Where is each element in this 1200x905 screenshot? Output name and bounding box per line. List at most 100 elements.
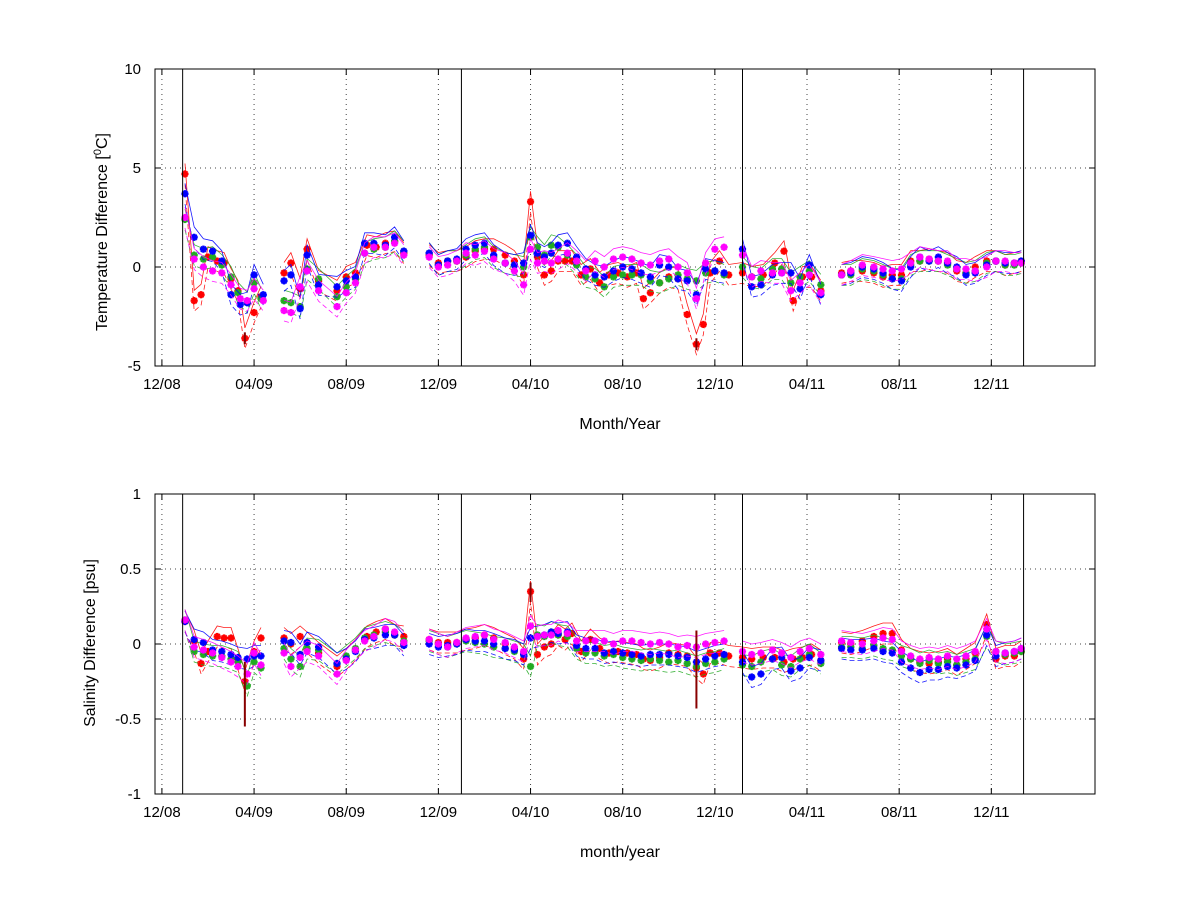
- temperature-point-blue: [757, 281, 765, 289]
- salinity-point-magenta: [983, 625, 991, 633]
- temperature-point-magenta: [526, 245, 535, 253]
- salinity-point-magenta: [778, 649, 786, 657]
- temperature-x-tick-label: 12/10: [696, 376, 734, 393]
- temperature-x-tick-label: 12/09: [420, 376, 458, 393]
- temperature-point-magenta: [434, 263, 442, 271]
- temperature-point-red: [197, 291, 205, 299]
- salinity-point-blue: [501, 644, 509, 653]
- salinity-point-blue: [655, 650, 664, 659]
- salinity-series-magenta: [181, 609, 1025, 686]
- salinity-point-blue: [637, 652, 645, 660]
- salinity-point-magenta: [391, 628, 399, 636]
- salinity-point-green: [665, 658, 673, 666]
- salinity-grid: [155, 493, 1095, 795]
- temperature-point-green: [665, 275, 673, 283]
- temperature-point-green: [787, 279, 795, 287]
- salinity-point-blue: [619, 649, 627, 657]
- salinity-point-magenta: [702, 640, 710, 648]
- salinity-point-green: [757, 658, 765, 666]
- temperature-point-magenta: [501, 259, 509, 267]
- salinity-x-tick-label: 04/10: [512, 804, 550, 821]
- temperature-point-magenta: [847, 267, 855, 275]
- salinity-point-magenta: [870, 637, 878, 645]
- temperature-y-axis-label: Temperature Difference [0C]: [92, 133, 111, 331]
- temperature-point-green: [817, 281, 825, 289]
- salinity-y-tick-label: 0.5: [120, 561, 141, 578]
- salinity-point-magenta: [296, 653, 304, 662]
- temperature-point-magenta: [533, 259, 542, 267]
- salinity-point-magenta: [805, 644, 813, 653]
- temperature-point-red: [715, 257, 724, 265]
- salinity-point-blue: [303, 638, 311, 647]
- salinity-point-red: [568, 629, 576, 638]
- salinity-point-blue: [870, 644, 878, 653]
- temperature-point-magenta: [757, 267, 765, 275]
- temperature-point-magenta: [720, 243, 728, 251]
- salinity-point-magenta: [768, 646, 777, 654]
- salinity-point-magenta: [897, 647, 906, 656]
- salinity-point-magenta: [190, 643, 198, 651]
- temperature-point-magenta: [897, 265, 906, 273]
- salinity-point-blue: [858, 646, 866, 654]
- salinity-x-tick-label: 04/09: [235, 804, 273, 821]
- salinity-y-tick-label: 0: [133, 636, 141, 653]
- temperature-point-green: [655, 279, 664, 287]
- temperature-series-magenta: [181, 207, 1025, 324]
- temperature-point-green: [520, 263, 528, 271]
- salinity-point-blue: [847, 646, 855, 654]
- salinity-point-red: [213, 632, 221, 641]
- salinity-point-magenta: [218, 653, 226, 662]
- temperature-point-magenta: [540, 257, 548, 265]
- temperature-point-red: [699, 320, 707, 329]
- salinity-point-magenta: [609, 640, 618, 648]
- salinity-point-magenta: [510, 643, 519, 651]
- salinity-point-magenta: [199, 646, 207, 654]
- salinity-point-blue: [796, 664, 804, 672]
- salinity-point-blue: [674, 652, 682, 660]
- salinity-point-blue: [609, 647, 618, 656]
- temperature-axes-box: [154, 68, 1096, 367]
- temperature-point-magenta: [370, 243, 378, 251]
- salinity-point-magenta: [665, 640, 673, 648]
- temperature-point-magenta: [480, 247, 489, 255]
- salinity-point-blue: [907, 664, 915, 672]
- temperature-point-magenta: [381, 243, 389, 251]
- salinity-point-blue: [983, 631, 991, 639]
- salinity-point-green: [296, 662, 304, 671]
- salinity-point-magenta: [287, 662, 295, 671]
- salinity-point-magenta: [837, 637, 846, 645]
- salinity-point-magenta: [787, 653, 795, 662]
- salinity-point-magenta: [953, 655, 961, 663]
- temperature-point-blue: [646, 273, 654, 281]
- salinity-point-blue: [190, 635, 198, 644]
- temperature-point-red: [683, 310, 691, 319]
- salinity-point-blue: [748, 673, 756, 681]
- salinity-point-magenta: [425, 635, 433, 644]
- temperature-x-tick-label: 08/10: [604, 376, 642, 393]
- salinity-point-blue: [234, 653, 242, 662]
- temperature-point-blue: [259, 291, 267, 299]
- temperature-point-magenta: [591, 257, 599, 265]
- temperature-point-magenta: [547, 259, 555, 267]
- salinity-point-blue: [287, 638, 295, 647]
- temperature-point-magenta: [208, 267, 217, 275]
- temperature-envelope-red: [184, 163, 1022, 336]
- temperature-x-tick-label: 04/09: [235, 376, 273, 393]
- salinity-point-red: [699, 670, 707, 678]
- salinity-point-magenta: [400, 638, 408, 647]
- temperature-y-tick-label: 0: [133, 259, 141, 276]
- temperature-y-tick-label: 5: [133, 160, 141, 177]
- salinity-point-blue: [925, 665, 933, 674]
- salinity-point-magenta: [646, 640, 654, 648]
- salinity-x-axis-label: month/year: [580, 844, 661, 861]
- temperature-point-magenta: [453, 257, 461, 265]
- temperature-point-blue: [720, 269, 728, 277]
- temperature-point-magenta: [748, 273, 756, 281]
- salinity-point-magenta: [683, 641, 691, 650]
- salinity-point-magenta: [943, 652, 952, 660]
- temperature-point-red: [526, 198, 535, 206]
- temperature-point-magenta: [837, 271, 846, 279]
- salinity-point-magenta: [1010, 647, 1018, 656]
- temperature-point-magenta: [190, 255, 198, 263]
- temperature-point-blue: [547, 249, 555, 257]
